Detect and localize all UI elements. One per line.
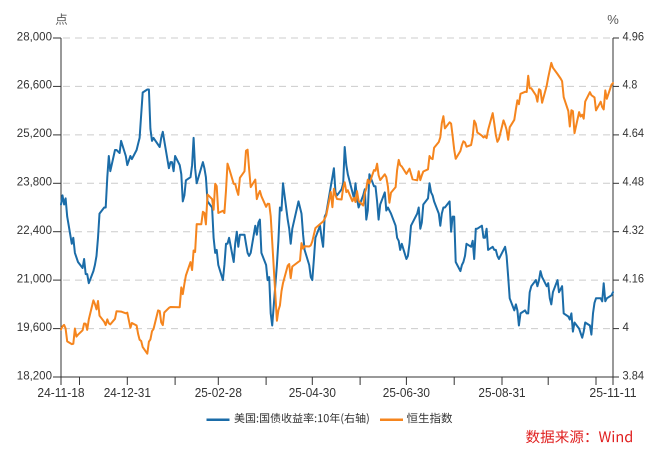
svg-text:4: 4 [623,322,630,334]
svg-text:21,000: 21,000 [17,273,52,285]
svg-text:4.64: 4.64 [623,128,645,140]
svg-text:25-11-11: 25-11-11 [589,385,636,400]
svg-text:19,600: 19,600 [17,322,52,334]
svg-text:4.32: 4.32 [623,225,645,237]
svg-text:4.16: 4.16 [623,273,645,285]
svg-text:18,200: 18,200 [17,370,52,382]
svg-text:25-02-28: 25-02-28 [195,385,242,400]
svg-text:4.96: 4.96 [623,31,645,43]
svg-text:25,200: 25,200 [17,128,52,140]
svg-text:25-06-30: 25-06-30 [383,385,430,400]
svg-text:24-12-31: 24-12-31 [104,385,151,400]
svg-text:%: % [607,12,619,27]
svg-text:28,000: 28,000 [17,31,52,43]
svg-text:4.48: 4.48 [623,177,645,189]
svg-text:4.8: 4.8 [623,80,638,92]
svg-text:3.84: 3.84 [623,370,645,382]
svg-text:22,400: 22,400 [17,225,52,237]
svg-text:25-08-31: 25-08-31 [478,385,525,400]
svg-text:26,600: 26,600 [17,80,52,92]
svg-text:24-11-18: 24-11-18 [37,385,84,400]
svg-text:25-04-30: 25-04-30 [289,385,336,400]
svg-text:23,800: 23,800 [17,177,52,189]
